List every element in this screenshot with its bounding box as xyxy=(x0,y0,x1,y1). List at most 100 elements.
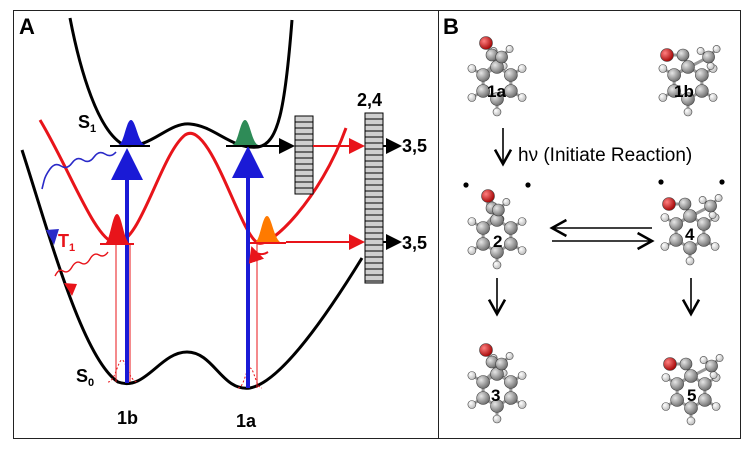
hydrogen-atom xyxy=(467,246,477,255)
hydrogen-atom xyxy=(660,242,670,251)
carbon-atom xyxy=(476,237,490,251)
carbon-atom xyxy=(667,68,681,82)
carbon-atom xyxy=(679,357,693,371)
hydrogen-atom xyxy=(708,211,717,219)
oxygen-atom xyxy=(479,343,493,357)
carbon-atom xyxy=(698,377,712,391)
carbon-atom xyxy=(476,391,490,405)
carbon-atom xyxy=(669,233,683,247)
hydrogen-atom xyxy=(686,416,696,426)
isc-wavy-arrow xyxy=(41,151,117,190)
radical-dot-4a xyxy=(658,179,664,185)
radical-dot-2a xyxy=(463,182,469,188)
phos-wavy-arrow xyxy=(54,251,109,277)
conformer-1a-label: 1a xyxy=(236,411,257,431)
carbon-atom xyxy=(695,68,709,82)
hydrogen-atom xyxy=(706,62,715,70)
carbon-atom xyxy=(490,92,504,106)
radical-dot-2b xyxy=(525,182,531,188)
hydrogen-atom xyxy=(517,64,527,73)
hydrogen-atom xyxy=(502,198,511,206)
molecule-1a-label: 1a xyxy=(487,82,506,101)
s1-product-ladder xyxy=(294,115,314,195)
conformer-1b-label: 1b xyxy=(117,408,138,428)
t1-curve xyxy=(38,119,348,245)
carbon-atom xyxy=(504,221,518,235)
s0-label: S0 xyxy=(76,366,94,389)
carbon-atom xyxy=(504,391,518,405)
oxygen-atom xyxy=(481,189,495,203)
hydrogen-atom xyxy=(712,45,721,53)
hydrogen-atom xyxy=(658,64,668,73)
carbon-atom xyxy=(490,245,504,259)
oxygen-atom xyxy=(662,197,676,211)
oxygen-atom xyxy=(663,357,677,371)
hydrogen-atom xyxy=(710,242,720,251)
radical-dot-4b xyxy=(719,179,725,185)
carbon-atom xyxy=(490,399,504,413)
s1-curve xyxy=(68,17,294,149)
product-label-upper: 3,5 xyxy=(402,136,427,156)
carbon-atom xyxy=(698,393,712,407)
hydrogen-atom xyxy=(709,371,718,379)
panel-a-label: A xyxy=(19,14,35,39)
hydrogen-atom xyxy=(505,352,514,360)
hydrogen-atom xyxy=(517,217,527,226)
carbon-atom xyxy=(495,50,508,64)
molecule-1b-label: 1b xyxy=(674,82,694,101)
carbon-atom xyxy=(695,84,709,98)
s0-wavepacket-left xyxy=(107,359,139,383)
t1-product-ladder xyxy=(364,112,384,284)
molecules-layer xyxy=(467,36,724,426)
hydrogen-atom xyxy=(658,93,668,102)
carbon-atom xyxy=(504,237,518,251)
intermediate-label: 2,4 xyxy=(357,90,382,110)
carbon-atom xyxy=(495,357,508,371)
hydrogen-atom xyxy=(698,196,707,204)
carbon-atom xyxy=(492,203,505,217)
molecule-2-label: 2 xyxy=(493,232,502,251)
carbon-atom xyxy=(678,197,692,211)
carbon-atom xyxy=(705,359,718,373)
isc-wavy-head xyxy=(46,229,59,245)
t1-packet-1a xyxy=(254,216,283,243)
carbon-atom xyxy=(697,217,711,231)
carbon-atom xyxy=(504,375,518,389)
hydrogen-atom xyxy=(467,64,477,73)
hydrogen-atom xyxy=(715,354,724,362)
hydrogen-atom xyxy=(708,93,718,102)
hydrogen-atom xyxy=(660,213,670,222)
hydrogen-atom xyxy=(683,107,693,117)
hydrogen-atom xyxy=(661,373,671,382)
carbon-atom xyxy=(704,199,717,213)
product-label-lower: 3,5 xyxy=(402,233,427,253)
hydrogen-atom xyxy=(517,371,527,380)
hv-caption: hν (Initiate Reaction) xyxy=(518,145,692,166)
s0-curve xyxy=(20,149,364,390)
carbon-atom xyxy=(683,209,697,223)
hydrogen-atom xyxy=(467,93,477,102)
hydrogen-atom xyxy=(467,217,477,226)
hydrogen-atom xyxy=(492,414,502,424)
carbon-atom xyxy=(476,68,490,82)
s1-label: S1 xyxy=(78,112,96,135)
carbon-atom xyxy=(667,84,681,98)
molecule-5-label: 5 xyxy=(687,386,696,405)
phos-wavy-head xyxy=(64,283,77,296)
molecule-3-label: 3 xyxy=(491,386,500,405)
hydrogen-atom xyxy=(661,402,671,411)
hydrogen-atom xyxy=(492,107,502,117)
carbon-atom xyxy=(476,221,490,235)
panel-b-label: B xyxy=(443,14,459,39)
carbon-atom xyxy=(684,369,698,383)
carbon-atom xyxy=(504,68,518,82)
hydrogen-atom xyxy=(467,371,477,380)
panel-b-frame xyxy=(438,10,741,439)
s1-packet-1a xyxy=(232,120,259,145)
t1-packet-1b xyxy=(104,214,131,244)
hydrogen-atom xyxy=(685,256,695,266)
carbon-atom xyxy=(681,92,695,106)
oxygen-atom xyxy=(479,36,493,50)
carbon-atom xyxy=(683,241,697,255)
